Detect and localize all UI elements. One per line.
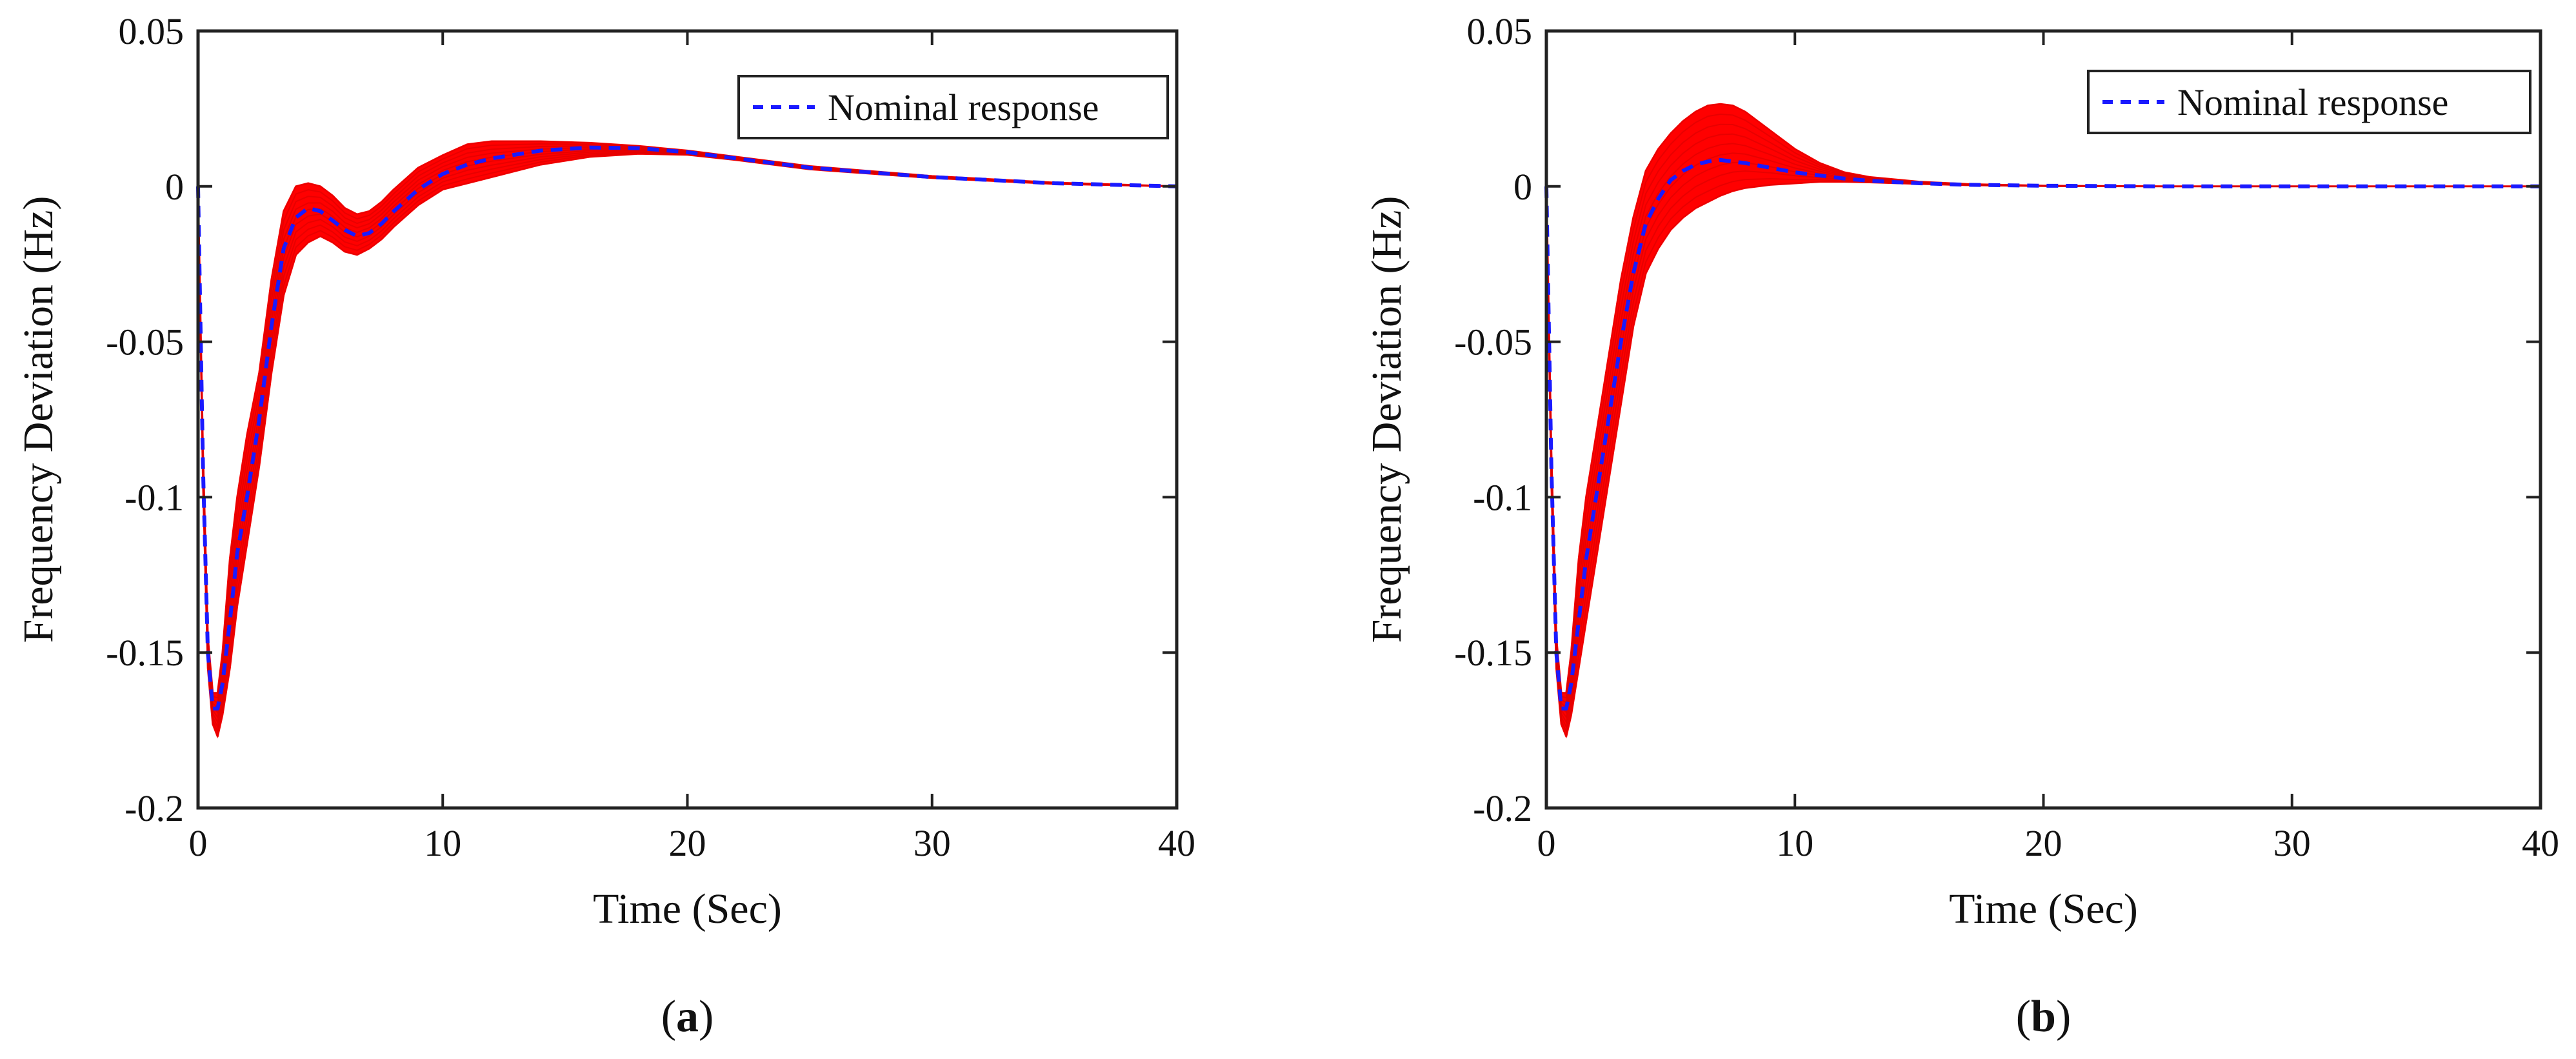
y-tick-label: -0.1 [125,476,184,518]
response-curve [1546,143,2541,714]
x-axis-title: Time (Sec) [593,885,782,933]
y-axis-title: Frequency Deviation (Hz) [15,196,62,643]
y-tick-label: 0.05 [119,10,185,52]
response-curve [1546,133,2541,709]
panel-caption: (a) [661,992,714,1042]
axis-ticks: 0 10 20 30 40 0.05 0 -0.05 -0.1 -0.15 -0.2 [106,10,1195,864]
x-tick-label: 40 [2522,822,2559,864]
axis-ticks: 0 10 20 30 40 0.05 0 -0.05 -0.1 -0.15 -0.2 [1454,10,2559,864]
x-axis-title: Time (Sec) [1949,885,2138,933]
response-curve [197,150,1177,724]
panel-caption-letter: b [2031,992,2056,1042]
y-tick-label: -0.2 [125,787,184,829]
legend-label: Nominal response [828,86,1099,128]
response-curve [1546,152,2541,719]
legend: Nominal response [2087,70,2531,134]
x-tick-label: 0 [1537,822,1556,864]
response-curve [197,141,1177,694]
x-tick-label: 20 [669,822,706,864]
y-tick-label: 0.05 [1467,10,1533,52]
nominal-line [196,145,1177,711]
panel-caption-letter: a [676,992,699,1042]
x-tick-label: 30 [914,822,951,864]
response-curve [1546,161,2541,724]
x-tick-label: 40 [1158,822,1195,864]
y-tick-label: -0.05 [106,321,184,363]
nominal-response-line [196,145,1177,711]
x-tick-label: 20 [2025,822,2062,864]
y-tick-label: -0.15 [106,632,184,674]
y-tick-label: 0 [165,166,184,208]
response-curve [1546,123,2541,704]
response-curve [197,145,1177,704]
y-axis-title: Frequency Deviation (Hz) [1363,196,1410,643]
y-tick-label: -0.1 [1473,476,1532,518]
y-tick-label: 0 [1513,166,1532,208]
response-curve [1546,181,2541,739]
response-curve [197,151,1177,729]
x-tick-label: 0 [189,822,208,864]
uncertainty-band [1545,103,2542,739]
y-tick-label: -0.15 [1454,632,1532,674]
panel-caption: (b) [2016,992,2072,1042]
x-tick-label: 10 [424,822,461,864]
legend: Nominal response [737,75,1169,139]
panel-a: 0 10 20 30 40 0.05 0 -0.05 -0.1 -0.15 -0.2 Nominal… [15,10,1195,1042]
x-tick-label: 30 [2273,822,2311,864]
y-tick-label: -0.2 [1473,787,1532,829]
nominal-response-line [1544,157,2541,711]
x-tick-label: 10 [1776,822,1813,864]
plot-frame [196,29,1179,810]
response-curve [1546,170,2541,729]
uncertainty-band-area [1545,103,2542,738]
legend-label: Nominal response [2177,81,2448,123]
response-curve [1546,177,2541,734]
panel-b: 0 10 20 30 40 0.05 0 -0.05 -0.1 -0.15 -0.2 Nominal… [1363,10,2559,1042]
y-tick-label: -0.05 [1454,321,1532,363]
nominal-line [1544,157,2541,711]
